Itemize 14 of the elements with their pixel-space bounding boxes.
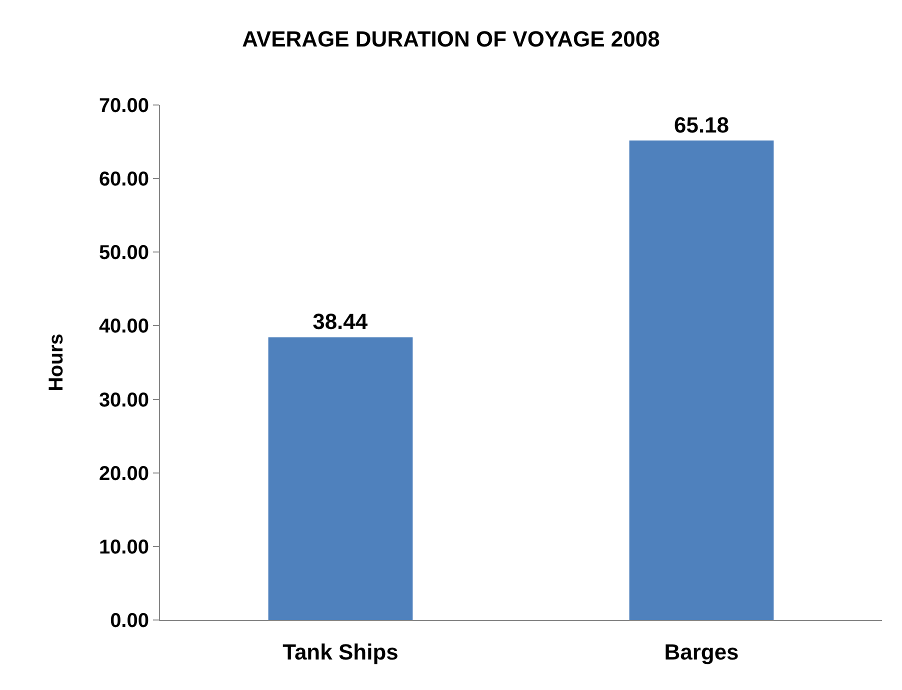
y-tick-label: 70.00 bbox=[98, 95, 149, 117]
y-tick-label: 0.00 bbox=[110, 610, 149, 632]
y-tick-label: 50.00 bbox=[98, 242, 149, 264]
y-tick-label: 20.00 bbox=[98, 462, 149, 485]
data-label: 38.44 bbox=[312, 309, 368, 334]
y-axis-title: Hours bbox=[45, 334, 68, 392]
y-tick-label: 10.00 bbox=[98, 536, 149, 558]
x-tick-label: Barges bbox=[664, 639, 739, 664]
x-tick-label: Tank Ships bbox=[282, 639, 398, 664]
chart-title: AVERAGE DURATION OF VOYAGE 2008 bbox=[242, 26, 660, 52]
y-tick-label: 60.00 bbox=[98, 168, 149, 191]
y-tick-label: 30.00 bbox=[98, 389, 149, 412]
y-tick-label: 40.00 bbox=[98, 316, 149, 338]
data-label: 65.18 bbox=[674, 112, 730, 138]
